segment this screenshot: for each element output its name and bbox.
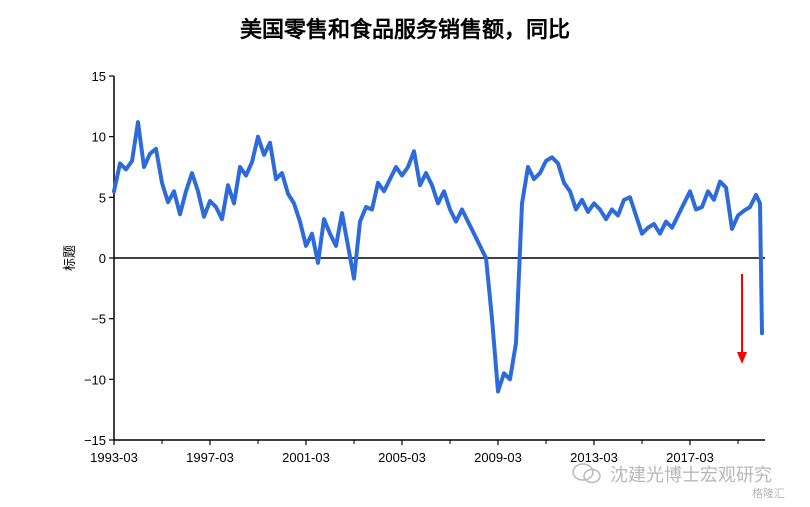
y-tick-label: −10 — [84, 372, 106, 387]
x-tick-label: 1997-03 — [186, 450, 234, 465]
x-tick-label: 2009-03 — [474, 450, 522, 465]
axes — [113, 76, 765, 441]
y-tick-label: 5 — [99, 190, 106, 205]
y-tick-label: 15 — [92, 69, 106, 84]
x-tick-label: 2017-03 — [666, 450, 714, 465]
x-tick-label: 1993-03 — [90, 450, 138, 465]
chart-title: 美国零售和食品服务销售额，同比 — [239, 17, 570, 43]
x-ticks: 1993-03 1997-03 2001-03 2005-03 2009-03 2013-… — [90, 440, 739, 465]
y-ticks: −15 −10 −5 0 5 10 15 — [84, 69, 114, 448]
y-tick-label: −15 — [84, 433, 106, 448]
y-tick-label: −5 — [91, 312, 106, 327]
y-tick-label: 0 — [99, 251, 106, 266]
x-tick-label: 2013-03 — [570, 450, 618, 465]
series-line — [112, 120, 764, 394]
arrow-head — [737, 352, 747, 364]
x-tick-label: 2005-03 — [378, 450, 426, 465]
watermark: 沈建光博士宏观研究 格隆汇 — [568, 457, 808, 507]
wechat-icon — [572, 463, 601, 484]
y-tick-label: 10 — [92, 130, 106, 145]
watermark-logo: 格隆汇 — [752, 487, 785, 500]
watermark-text: 沈建光博士宏观研究 — [610, 465, 772, 486]
y-axis-label: 标题 — [62, 245, 77, 271]
down-arrow-annotation — [737, 274, 747, 364]
x-tick-label: 2001-03 — [282, 450, 330, 465]
